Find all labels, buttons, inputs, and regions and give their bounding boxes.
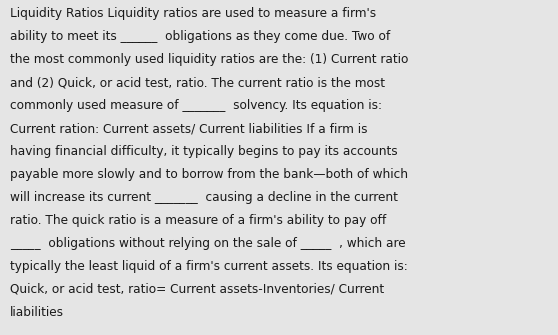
Text: ratio. The quick ratio is a measure of a firm's ability to pay off: ratio. The quick ratio is a measure of a…	[10, 214, 386, 227]
Text: will increase its current _______  causing a decline in the current: will increase its current _______ causin…	[10, 191, 398, 204]
Text: commonly used measure of _______  solvency. Its equation is:: commonly used measure of _______ solvenc…	[10, 99, 382, 112]
Text: and (2) Quick, or acid test, ratio. The current ratio is the most: and (2) Quick, or acid test, ratio. The …	[10, 76, 385, 89]
Text: the most commonly used liquidity ratios are the: (1) Current ratio: the most commonly used liquidity ratios …	[10, 53, 408, 66]
Text: liabilities: liabilities	[10, 306, 64, 319]
Text: typically the least liquid of a firm's current assets. Its equation is:: typically the least liquid of a firm's c…	[10, 260, 408, 273]
Text: Current ration: Current assets/ Current liabilities If a firm is: Current ration: Current assets/ Current …	[10, 122, 368, 135]
Text: _____  obligations without relying on the sale of _____  , which are: _____ obligations without relying on the…	[10, 237, 406, 250]
Text: Liquidity Ratios Liquidity ratios are used to measure a firm's: Liquidity Ratios Liquidity ratios are us…	[10, 7, 376, 20]
Text: ability to meet its ______  obligations as they come due. Two of: ability to meet its ______ obligations a…	[10, 30, 390, 43]
Text: Quick, or acid test, ratio= Current assets-Inventories/ Current: Quick, or acid test, ratio= Current asse…	[10, 283, 384, 296]
Text: payable more slowly and to borrow from the bank—both of which: payable more slowly and to borrow from t…	[10, 168, 408, 181]
Text: having financial difficulty, it typically begins to pay its accounts: having financial difficulty, it typicall…	[10, 145, 398, 158]
